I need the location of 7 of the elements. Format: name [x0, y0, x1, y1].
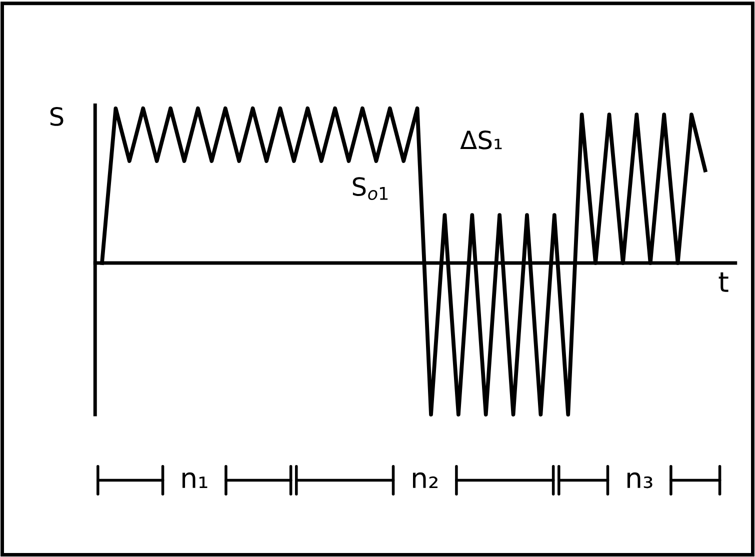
text: n₃: [627, 472, 652, 488]
y-axis-title: S: [50, 107, 64, 126]
text: n₂: [413, 472, 438, 488]
x-axis-title: t: [718, 272, 728, 292]
text: n₁: [182, 472, 208, 488]
annotation: ΔS₁: [460, 130, 502, 150]
annotation: S$_{o1}$: [352, 177, 388, 200]
